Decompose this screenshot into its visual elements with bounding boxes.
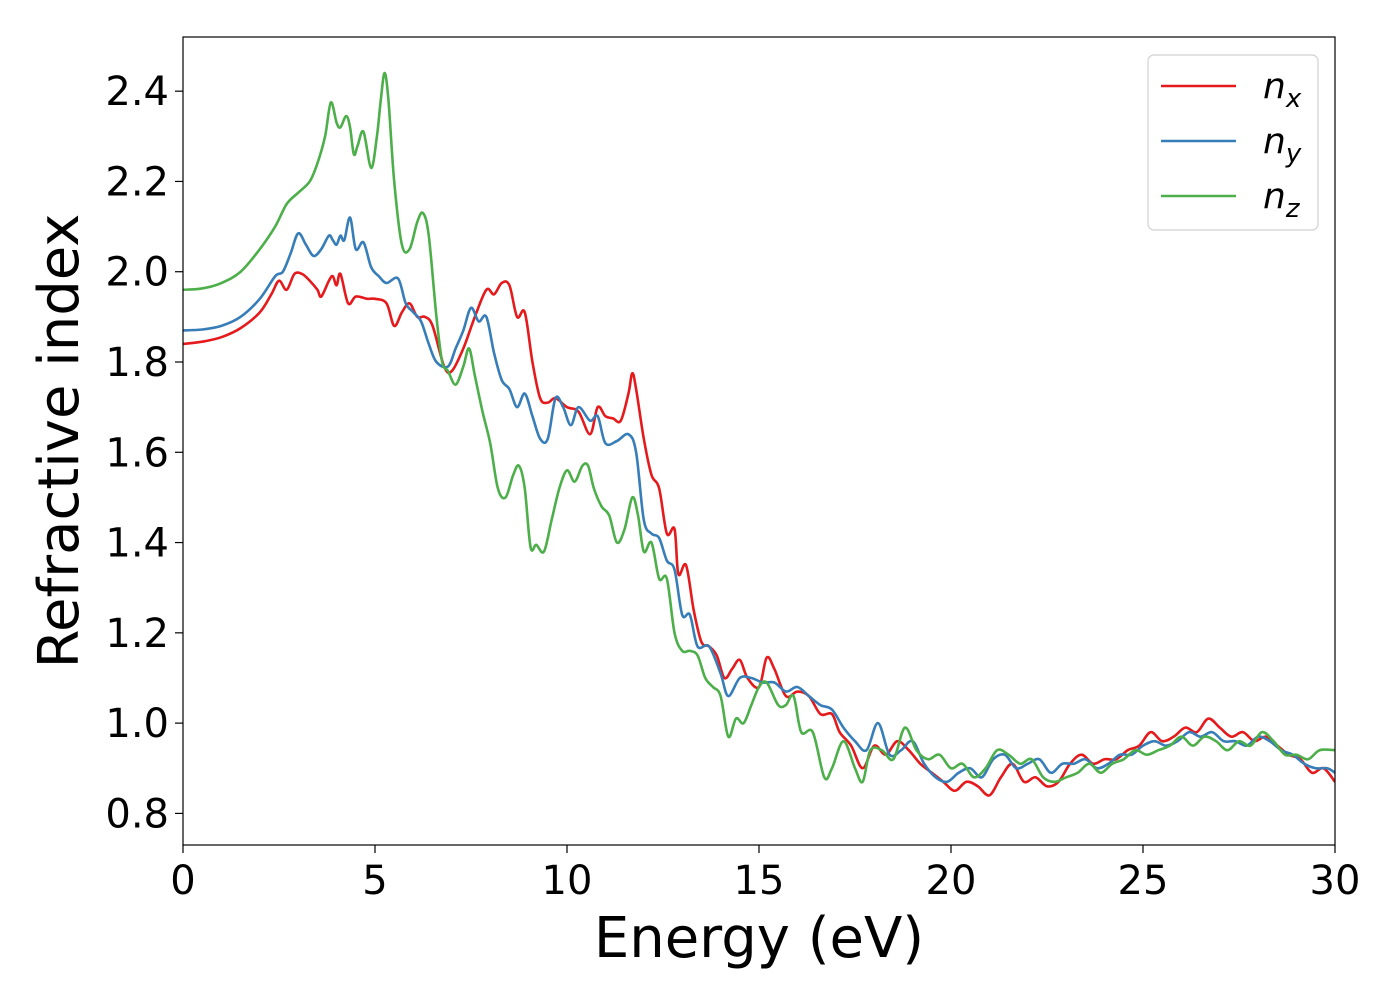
- y-tick-label: 0.8: [105, 791, 169, 837]
- y-tick-label: 1.4: [105, 521, 169, 567]
- x-tick-label: 25: [1118, 858, 1169, 904]
- legend: nx ny nz: [1147, 54, 1319, 231]
- series-line-nx: [183, 271, 1335, 797]
- y-tick-label: 2.0: [105, 250, 169, 296]
- series-line-nz: [183, 71, 1335, 784]
- x-tick-label: 15: [734, 858, 785, 904]
- y-tick-label: 1.8: [105, 340, 169, 386]
- legend-entry: ny: [1263, 121, 1302, 169]
- legend-entry: nx: [1263, 66, 1302, 114]
- y-tick-label: 1.0: [105, 701, 169, 747]
- y-tick-label: 1.2: [105, 611, 169, 657]
- legend-entry: nz: [1263, 176, 1301, 224]
- axis-ticks: 0 5 10 15 20 25 30 0.8 1.0 1.2 1.4 1.6 1.8 2.0 2.2 2.4: [105, 69, 1360, 904]
- x-tick-label: 5: [362, 858, 387, 904]
- y-tick-label: 2.2: [105, 159, 169, 205]
- x-tick-label: 20: [926, 858, 977, 904]
- series-layer: [183, 71, 1335, 797]
- x-tick-label: 10: [542, 858, 593, 904]
- x-tick-label: 30: [1310, 858, 1361, 904]
- y-tick-label: 1.6: [105, 430, 169, 476]
- x-axis-label: Energy (eV): [594, 906, 924, 971]
- y-tick-label: 2.4: [105, 69, 169, 115]
- x-tick-label: 0: [170, 858, 195, 904]
- y-axis-label: Refractive index: [27, 214, 92, 669]
- series-line-ny: [183, 216, 1335, 784]
- legend-box: [1147, 54, 1319, 231]
